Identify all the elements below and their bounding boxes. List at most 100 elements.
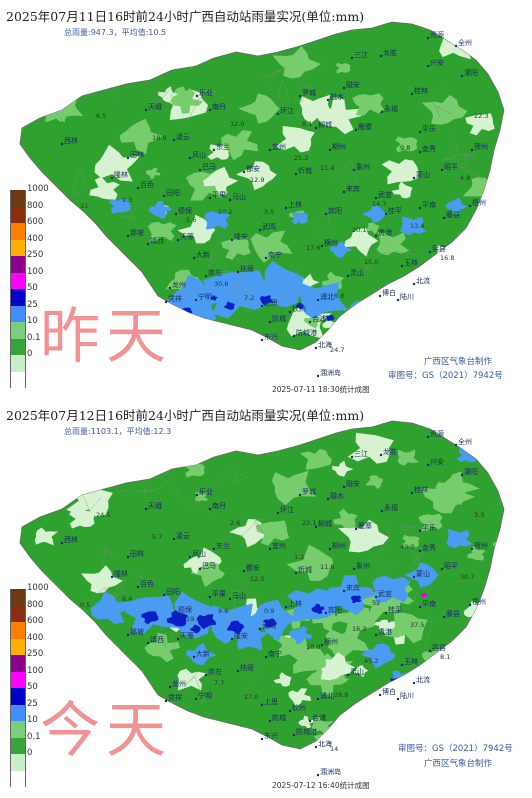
rainfall-area: [450, 316, 467, 327]
city-label: 合浦: [312, 314, 326, 323]
city-marker: [379, 54, 383, 58]
station-rainfall-value: 15.0: [364, 258, 378, 266]
city-marker: [378, 693, 382, 697]
city-label: 都安: [246, 563, 260, 572]
city-marker: [228, 597, 232, 601]
city-label: 田阳: [166, 587, 180, 596]
city-label: 象州: [356, 561, 370, 570]
station-rainfall-value: 6.5: [96, 112, 106, 120]
generation-timestamp: 2025-07-12 16:40统计成图: [272, 781, 370, 790]
city-label: 陆川: [400, 691, 414, 700]
city-label: 涠洲岛: [320, 767, 341, 776]
legend-color: [10, 322, 26, 339]
city-marker: [316, 773, 320, 777]
city-label: 凭祥: [168, 693, 182, 702]
city-label: 田林: [130, 150, 144, 159]
city-marker: [352, 168, 356, 172]
county-border: [350, 576, 379, 601]
rainfall-area: [148, 201, 173, 220]
city-marker: [162, 194, 166, 198]
rainfall-map-panel-today: 14 37.5 22.1 40.3 2.6 0.9 8.1 16.3 0.5 19.4 5.7 27.…: [0, 399, 532, 798]
rainfall-area: [224, 301, 235, 310]
rainfall-area: [190, 561, 225, 588]
city-label: 平果: [212, 590, 226, 598]
station-rainfall-value: 12.5: [250, 575, 264, 583]
city-label: 容县: [432, 643, 446, 652]
legend-color: [10, 770, 26, 787]
rainfall-area: [203, 166, 239, 196]
city-label: 宁明: [198, 691, 212, 700]
city-marker: [208, 507, 212, 511]
city-label: 横州: [324, 637, 338, 646]
city-marker: [374, 595, 378, 599]
city-marker: [410, 92, 414, 96]
rainfall-area: [146, 167, 161, 180]
city-label: 防城港: [296, 328, 317, 337]
city-marker: [288, 310, 292, 314]
city-label: 博白: [382, 288, 396, 297]
city-label: 南丹: [212, 501, 226, 510]
county-border: [177, 89, 217, 130]
rainfall-area: [287, 647, 326, 674]
rainfall-area: [323, 575, 377, 616]
city-marker: [198, 168, 202, 172]
city-label: 百色: [140, 579, 154, 588]
city-marker: [258, 627, 262, 631]
city-marker: [188, 156, 192, 160]
county-border: [240, 518, 269, 539]
city-marker: [326, 98, 330, 102]
rainfall-area: [177, 668, 207, 691]
city-label: 武鸣: [262, 222, 276, 231]
legend-label: 0.1: [27, 731, 41, 742]
approval-number: 审图号：GS（2021）7942号: [388, 371, 503, 381]
station-rainfall-value: 11.8: [320, 563, 334, 571]
station-rainfall-value: 9.3: [122, 196, 132, 204]
legend-color: [10, 239, 26, 256]
city-marker: [298, 493, 302, 497]
city-marker: [454, 443, 458, 447]
city-label: 博白: [382, 687, 396, 696]
city-label: 昭平: [444, 562, 458, 570]
station-rainfall-value: 24.7: [330, 346, 344, 354]
city-marker: [194, 697, 198, 701]
city-marker: [268, 320, 272, 324]
county-border: [363, 319, 412, 350]
city-marker: [468, 603, 472, 607]
city-marker: [378, 294, 382, 298]
rainfall-area: [298, 282, 348, 320]
station-rainfall-value: 31: [80, 202, 88, 210]
legend-label: 600: [27, 616, 44, 626]
county-border: [467, 617, 500, 649]
city-marker: [284, 605, 288, 609]
rainfall-area: [372, 575, 411, 604]
rainfall-area: [376, 231, 410, 256]
rainfall-area: [303, 312, 325, 329]
legend-label: 25: [27, 299, 38, 310]
city-label: 西林: [64, 535, 78, 544]
city-label: 南丹: [212, 102, 226, 111]
legend-label: 800: [27, 599, 44, 610]
city-label: 那坡: [130, 627, 144, 636]
rainfall-area: [449, 701, 496, 733]
city-marker: [412, 282, 416, 286]
city-marker: [176, 238, 180, 242]
city-marker: [428, 250, 432, 254]
legend-color: [10, 704, 26, 721]
rainfall-area: [275, 126, 315, 153]
city-label: 隆林: [114, 569, 128, 578]
city-label: 天峨: [148, 501, 162, 510]
county-border: [216, 271, 247, 305]
city-label: 象州: [356, 162, 370, 171]
city-label: 金秀: [422, 144, 436, 153]
city-marker: [192, 655, 196, 659]
legend-color: [10, 206, 26, 223]
city-marker: [258, 228, 262, 232]
city-marker: [110, 575, 114, 579]
rainfall-area: [100, 659, 117, 671]
station-rainfall-value: 12.0: [230, 120, 244, 128]
rainfall-area: [381, 159, 419, 185]
rainfall-area: [90, 591, 131, 625]
station-rainfall-value: 52: [372, 599, 380, 607]
city-marker: [328, 547, 332, 551]
city-label: 永福: [384, 503, 398, 512]
